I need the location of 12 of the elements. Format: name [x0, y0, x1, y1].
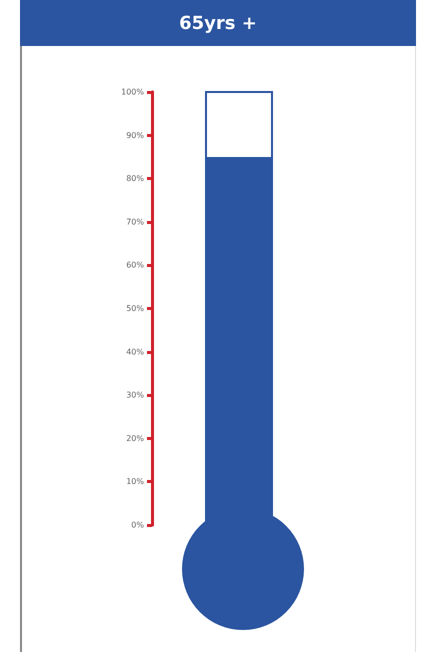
y-tick-label: 0% [131, 520, 144, 530]
y-tick-label: 30% [126, 390, 144, 400]
chart-title: 65yrs + [20, 0, 416, 46]
y-tick-label: 100% [121, 88, 144, 96]
y-tick-label: 70% [126, 217, 144, 226]
y-tick-label: 90% [126, 130, 144, 140]
y-tick-label: 20% [126, 434, 144, 443]
y-tick-label: 60% [126, 260, 144, 270]
y-tick-label: 10% [126, 477, 144, 486]
y-tick-label: 50% [126, 304, 144, 313]
y-tick-label: 40% [126, 347, 144, 356]
y-tick-label: 80% [126, 174, 144, 184]
